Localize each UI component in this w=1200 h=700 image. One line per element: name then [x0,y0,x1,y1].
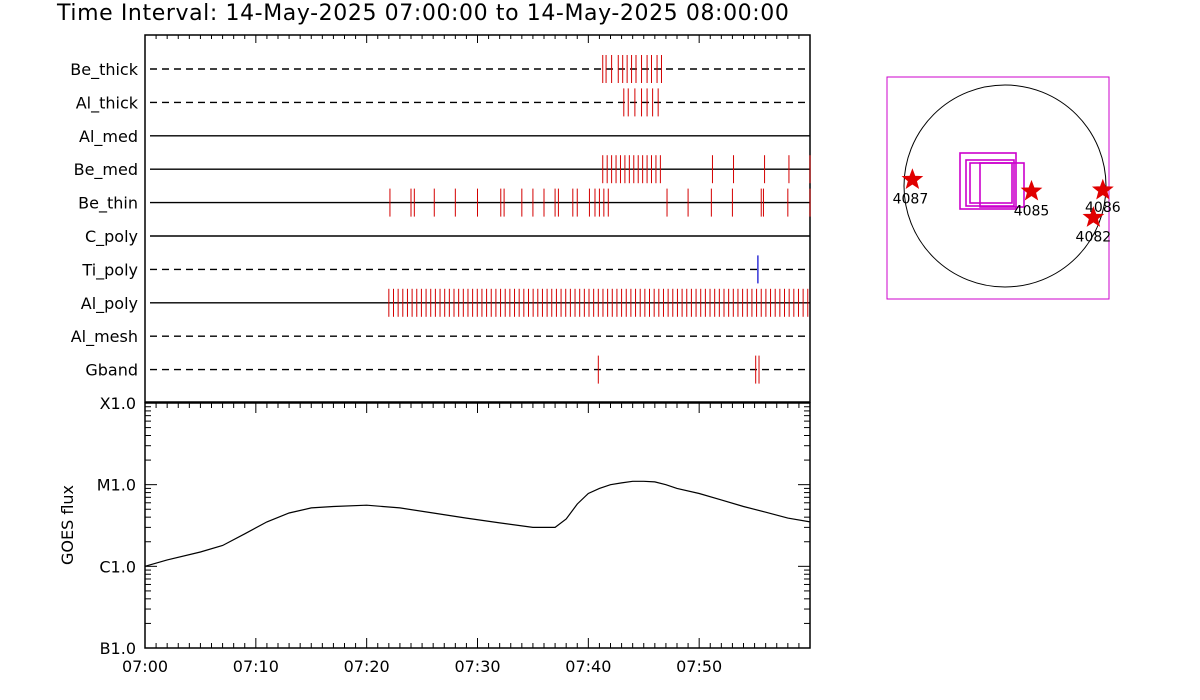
map-frame [886,76,1110,300]
goes-x-tick-label: 07:40 [565,657,611,676]
ar-star-marker [1091,178,1114,200]
goes-x-tick-label: 07:50 [676,657,722,676]
fov-box [959,152,1017,210]
ar-star-marker [901,168,924,189]
channel-label: Al_med [79,127,138,147]
goes-y-axis-label: GOES flux [58,485,77,565]
ar-star-marker [1020,179,1043,201]
channel-label: Al_mesh [71,327,138,347]
fov-box [965,159,1015,207]
timeline-frame [144,34,811,403]
ar-label: 4082 [1076,230,1112,246]
goes-flux-line [144,480,811,567]
attenuator-timeline-panel: Be_thick Al_thick Al_med Be_med Be_thin C_pol… [70,34,811,403]
fov-box [979,162,1025,208]
ar-star-marker [1082,206,1105,227]
channel-label: Ti_poly [81,260,138,280]
channel-label: Be_thick [70,60,138,80]
goes-y-tick-label: C1.0 [99,557,136,576]
channel-label: Al_thick [76,93,139,113]
channel-label: C_poly [85,227,138,247]
goes-x-tick-label: 07:00 [122,657,168,676]
goes-y-tick-label: M1.0 [97,476,136,495]
channel-label: Gband [85,361,138,380]
channel-label: Be_thin [78,194,138,214]
goes-y-tick-label: B1.0 [100,639,136,658]
goes-flux-panel: X1.0 M1.0 C1.0 B1.007:00 07:10 07:20 07:30 07:4… [58,394,811,676]
goes-frame [144,402,811,649]
channel-label: Al_poly [81,294,138,314]
goes-x-tick-label: 07:20 [344,657,390,676]
goes-x-tick-label: 07:10 [233,657,279,676]
solar-limb [903,84,1107,288]
channel-label: Be_med [74,160,138,180]
ar-label: 4087 [893,192,929,208]
ar-label: 4085 [1014,203,1050,219]
goes-x-tick-label: 07:30 [454,657,500,676]
goes-y-tick-label: X1.0 [100,394,136,413]
page-title: Time Interval: 14-May-2025 07:00:00 to 1… [57,1,790,26]
fov-box [969,162,1013,204]
